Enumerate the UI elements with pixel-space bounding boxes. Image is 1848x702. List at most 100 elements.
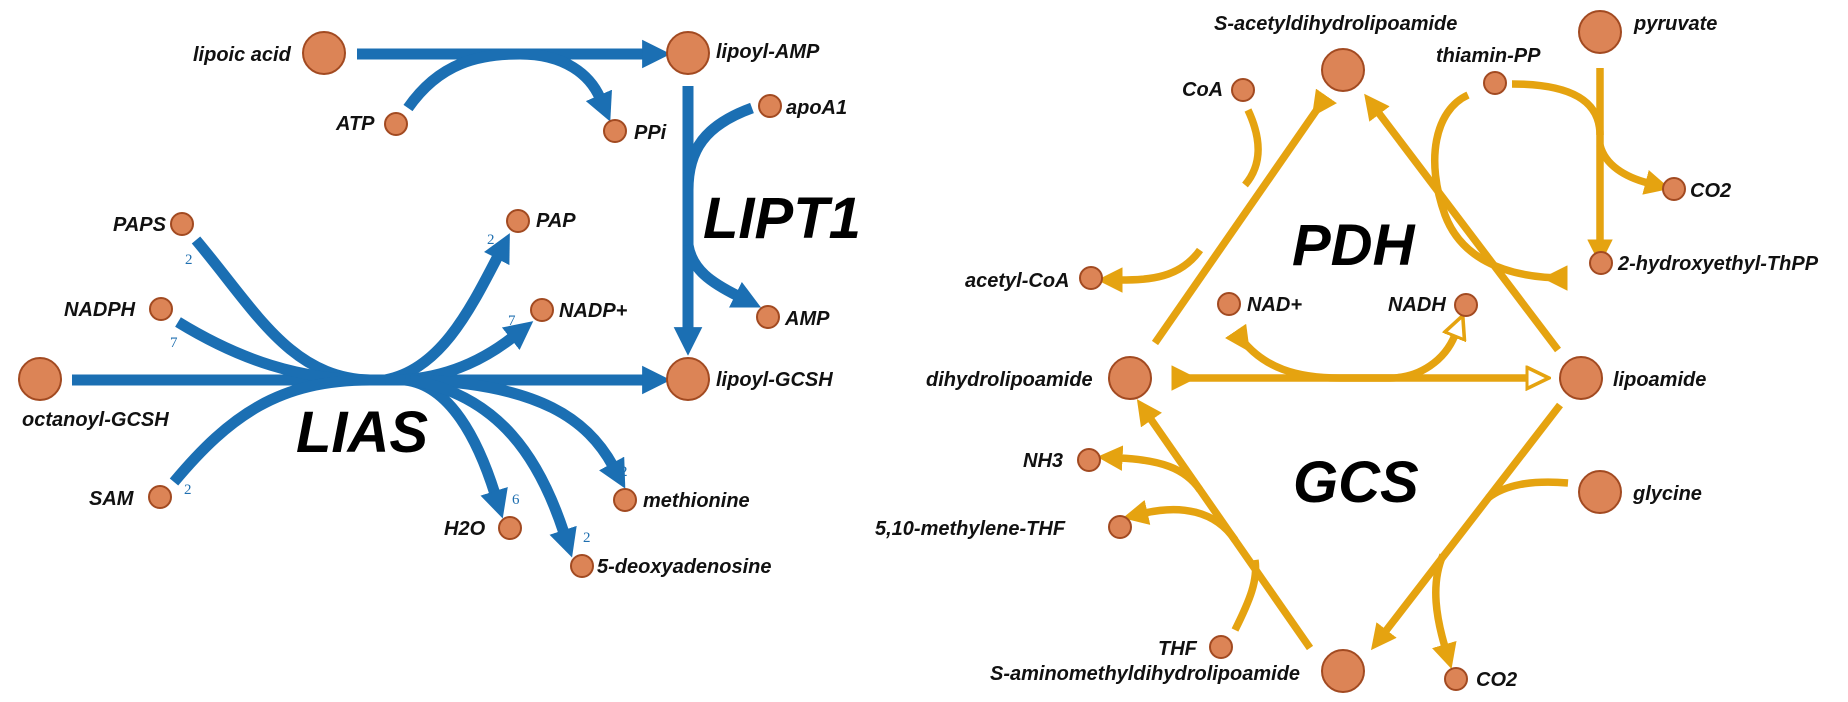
metabolite-nodes (18, 10, 1686, 693)
node-co2-bottom[interactable] (1444, 667, 1468, 691)
coef-5-deoxyadenosine: 2 (583, 530, 591, 546)
node-thf[interactable] (1209, 635, 1233, 659)
label-s-aminomethyldihydrolipoamide: S-aminomethyldihydrolipoamide (990, 663, 1300, 685)
label-s-acetyldihydrolipoamide: S-acetyldihydrolipoamide (1214, 13, 1457, 35)
node-lipoyl-gcsh[interactable] (666, 357, 710, 401)
coef-paps: 2 (185, 252, 193, 268)
flux-co2-out-top (1596, 143, 1671, 195)
coef-nadph: 7 (170, 335, 178, 351)
node-ppi[interactable] (603, 119, 627, 143)
flux-co2-out-bottom (1432, 553, 1457, 670)
flux-lipoamide-to-s-acetyldihydrolipoamide (1364, 93, 1561, 353)
coef-pap: 2 (487, 232, 495, 248)
node-coa[interactable] (1231, 78, 1255, 102)
node-nadp-plus[interactable] (530, 298, 554, 322)
node-nad-plus[interactable] (1217, 292, 1241, 316)
label-atp: ATP (335, 113, 375, 135)
node-nadh[interactable] (1454, 293, 1478, 317)
flux-apoa1-in (682, 102, 754, 191)
node-5-deoxyadenosine[interactable] (570, 554, 594, 578)
flux-ppi-out (519, 48, 612, 122)
flux-lipoamide-to-s-aminomethyldihydrolipoamide (1370, 402, 1563, 651)
flux-sam-in (169, 374, 371, 486)
label-pyruvate: pyruvate (1633, 13, 1717, 35)
label-sam: SAM (89, 488, 135, 510)
node-s-aminomethyldihydrolipoamide[interactable] (1321, 649, 1365, 693)
label-nh3: NH3 (1023, 450, 1063, 472)
flux-nad-to-nadh (1237, 333, 1455, 382)
label-lipoic-acid: lipoic acid (193, 44, 292, 66)
coef-sam: 2 (184, 482, 192, 498)
flux-5-deoxyadenosine-out (409, 374, 577, 558)
node-nadph[interactable] (149, 297, 173, 321)
gcs-reactions (1097, 399, 1569, 670)
label-dihydrolipoamide: dihydrolipoamide (926, 369, 1093, 391)
label-paps: PAPS (113, 214, 167, 236)
coefficients: 2 7 2 2 7 2 6 2 (170, 232, 628, 546)
label-2-hydroxyethyl-thpp: 2-hydroxyethyl-ThPP (1617, 253, 1819, 275)
flux-methionine-out (419, 374, 626, 489)
metabolite-labels: lipoic acid lipoyl-AMP ATP PPi apoA1 AMP… (22, 13, 1819, 691)
node-lipoamide[interactable] (1559, 356, 1603, 400)
node-acetyl-coa[interactable] (1079, 266, 1103, 290)
label-nad-plus: NAD+ (1247, 294, 1302, 316)
flux-paps-in (191, 236, 371, 386)
flux-coa-in (1242, 108, 1262, 188)
label-amp: AMP (784, 308, 830, 330)
label-5-deoxyadenosine: 5-deoxyadenosine (597, 556, 772, 578)
label-co2-bottom: CO2 (1476, 669, 1517, 691)
node-co2-top[interactable] (1662, 177, 1686, 201)
label-apoa1: apoA1 (786, 97, 847, 119)
label-glycine: glycine (1632, 483, 1702, 505)
node-pyruvate[interactable] (1578, 10, 1622, 54)
label-lipoyl-gcsh: lipoyl-GCSH (716, 369, 833, 391)
lipt1-reactions (357, 39, 762, 356)
flux-atp-in (403, 48, 521, 112)
label-octanoyl-gcsh: octanoyl-GCSH (22, 409, 169, 431)
label-methionine: methionine (643, 490, 750, 512)
node-5-10-methylene-thf[interactable] (1108, 515, 1132, 539)
label-lipoyl-amp: lipoyl-AMP (716, 41, 820, 63)
label-thf: THF (1158, 638, 1198, 660)
coef-h2o: 6 (512, 492, 520, 508)
enzyme-pdh-label: PDH (1292, 213, 1416, 278)
node-methionine[interactable] (613, 488, 637, 512)
flux-thf-in (1231, 559, 1260, 632)
node-h2o[interactable] (498, 516, 522, 540)
label-nadp-plus: NADP+ (559, 300, 628, 322)
node-apoa1[interactable] (758, 94, 782, 118)
node-s-acetyldihydrolipoamide[interactable] (1321, 48, 1365, 92)
flux-thiamin-pp-to-hydroxyethyl-thpp (1431, 91, 1568, 291)
node-lipoic-acid[interactable] (302, 31, 346, 75)
node-paps[interactable] (170, 212, 194, 236)
enzyme-lipt1-label: LIPT1 (703, 186, 861, 251)
node-atp[interactable] (384, 112, 408, 136)
flux-amp-out (682, 243, 762, 308)
label-co2-top: CO2 (1690, 180, 1731, 202)
node-pap[interactable] (506, 209, 530, 233)
node-lipoyl-amp[interactable] (666, 31, 710, 75)
coef-methionine: 2 (620, 464, 628, 480)
label-5-10-methylene-thf: 5,10-methylene-THF (875, 518, 1066, 540)
node-glycine[interactable] (1578, 470, 1622, 514)
label-pap: PAP (536, 210, 576, 232)
label-h2o: H2O (444, 518, 486, 540)
flux-nh3-out (1097, 445, 1204, 493)
label-nadph: NADPH (64, 299, 136, 321)
enzyme-gcs-label: GCS (1293, 450, 1419, 515)
node-amp[interactable] (756, 305, 780, 329)
node-dihydrolipoamide[interactable] (1108, 356, 1152, 400)
flux-acetyl-coa-out (1097, 247, 1204, 293)
flux-dihydrolipoamide-to-s-acetyldihydrolipoamide (1151, 88, 1337, 346)
label-thiamin-pp: thiamin-PP (1436, 45, 1541, 67)
node-sam[interactable] (148, 485, 172, 509)
node-octanoyl-gcsh[interactable] (18, 357, 62, 401)
flux-methylene-thf-out (1122, 500, 1239, 543)
node-nh3[interactable] (1077, 448, 1101, 472)
coef-nadp-plus: 7 (508, 313, 516, 329)
node-2-hydroxyethyl-thpp[interactable] (1589, 251, 1613, 275)
node-thiamin-pp[interactable] (1483, 71, 1507, 95)
enzyme-labels: LIPT1 LIAS PDH GCS (296, 186, 1419, 515)
label-acetyl-coa: acetyl-CoA (965, 270, 1069, 292)
flux-glycine-in (1485, 478, 1569, 502)
